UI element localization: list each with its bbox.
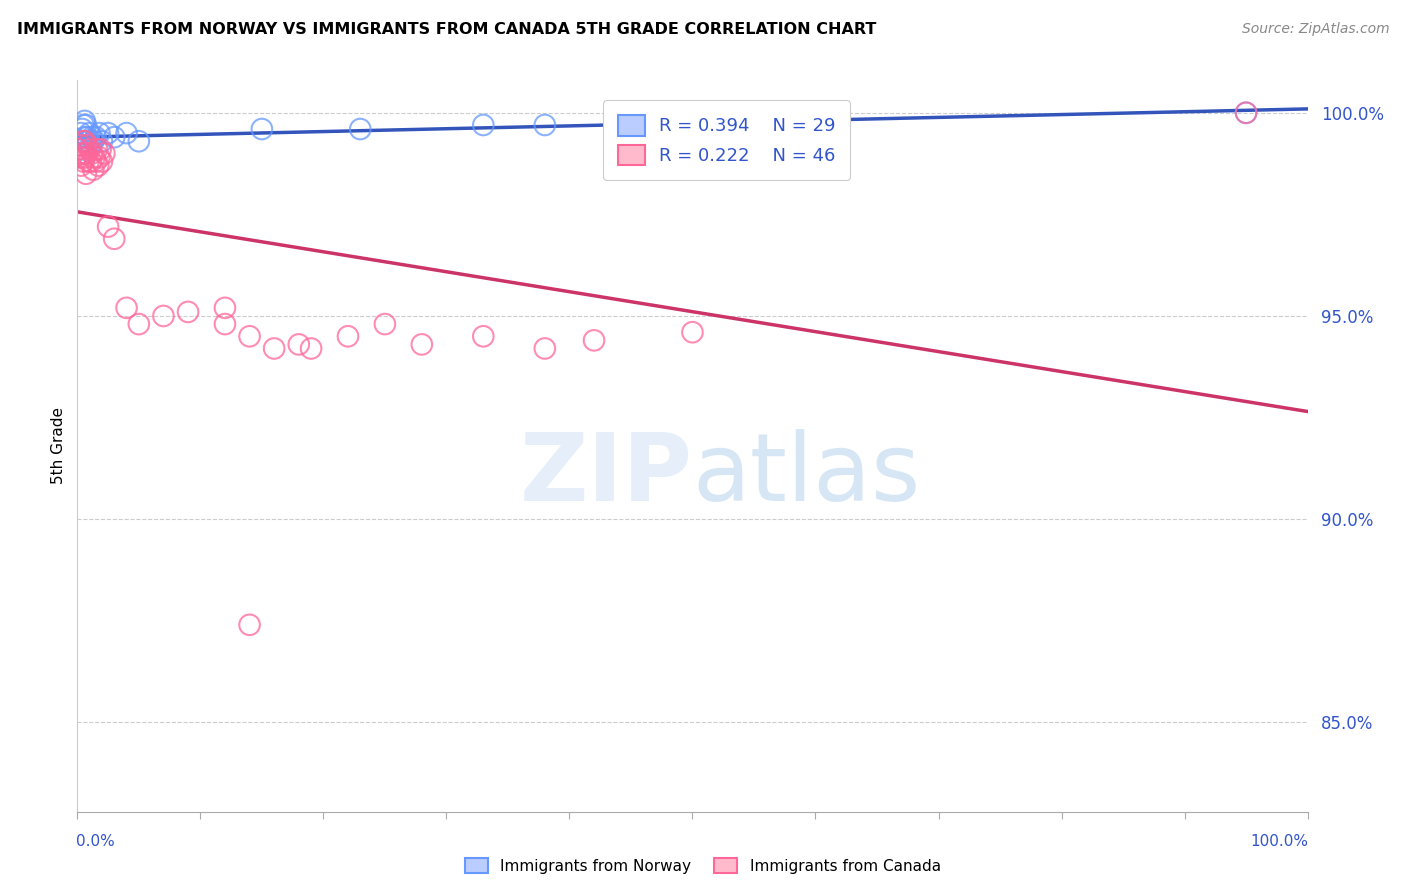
Y-axis label: 5th Grade: 5th Grade (51, 408, 66, 484)
Point (86, 142, 108, 156)
Point (152, 309, 174, 323)
Point (103, 232, 125, 246)
Point (682, 325, 704, 339)
Point (97, 219, 120, 234)
Point (72, 134, 94, 148)
Point (69, 151, 91, 165)
Point (97, 126, 120, 140)
Point (89, 151, 111, 165)
Text: IMMIGRANTS FROM NORWAY VS IMMIGRANTS FROM CANADA 5TH GRADE CORRELATION CHART: IMMIGRANTS FROM NORWAY VS IMMIGRANTS FRO… (17, 22, 876, 37)
Point (75, 167, 97, 181)
Point (80, 154, 103, 169)
Point (70, 122, 93, 136)
Point (67, 142, 90, 156)
Point (89, 126, 111, 140)
Legend: R = 0.394    N = 29, R = 0.222    N = 46: R = 0.394 N = 29, R = 0.222 N = 46 (603, 100, 851, 180)
Point (299, 342, 322, 356)
Point (583, 334, 606, 348)
Point (214, 317, 236, 331)
Point (73, 130, 96, 145)
Point (288, 337, 311, 351)
Point (128, 134, 150, 148)
Point (84, 130, 107, 145)
Point (263, 342, 285, 356)
Point (472, 329, 495, 343)
Point (83, 151, 105, 165)
Point (411, 337, 433, 351)
Point (82, 162, 104, 177)
Point (472, 118, 495, 132)
Point (93, 146, 115, 161)
Point (72, 154, 94, 169)
Point (250, 122, 273, 136)
Point (77, 154, 100, 169)
Point (128, 317, 150, 331)
Point (534, 342, 557, 356)
Point (349, 122, 371, 136)
Point (70, 138, 93, 153)
Point (374, 317, 396, 331)
Point (115, 126, 138, 140)
Text: ZIP: ZIP (520, 429, 693, 521)
Point (82, 146, 104, 161)
Point (90, 142, 112, 156)
Point (239, 329, 262, 343)
Legend: Immigrants from Norway, Immigrants from Canada: Immigrants from Norway, Immigrants from … (460, 852, 946, 880)
Point (75, 118, 97, 132)
Point (70, 142, 93, 156)
Point (82, 134, 104, 148)
Point (72, 134, 94, 148)
Point (69, 146, 91, 161)
Point (76, 130, 98, 145)
Point (70, 146, 93, 161)
Point (75, 134, 97, 148)
Point (90, 134, 114, 148)
Point (84, 154, 107, 169)
Point (534, 118, 557, 132)
Point (87, 159, 110, 173)
Text: atlas: atlas (693, 429, 921, 521)
Text: Source: ZipAtlas.com: Source: ZipAtlas.com (1241, 22, 1389, 37)
Text: 0.0%: 0.0% (76, 834, 115, 848)
Point (73, 151, 96, 165)
Point (1234, 105, 1257, 120)
Point (214, 301, 236, 315)
Point (70, 159, 93, 173)
Point (1234, 105, 1257, 120)
Point (72, 118, 94, 132)
Point (73, 134, 96, 148)
Point (90, 154, 114, 169)
Point (337, 329, 360, 343)
Point (70, 126, 93, 140)
Point (73, 114, 96, 128)
Point (115, 301, 138, 315)
Point (77, 134, 100, 148)
Text: 100.0%: 100.0% (1251, 834, 1309, 848)
Point (103, 130, 125, 145)
Point (239, 617, 262, 632)
Point (177, 305, 200, 319)
Point (79, 142, 101, 156)
Point (82, 130, 104, 145)
Point (75, 146, 97, 161)
Point (79, 126, 101, 140)
Point (70, 138, 93, 153)
Point (80, 138, 103, 153)
Point (76, 138, 98, 153)
